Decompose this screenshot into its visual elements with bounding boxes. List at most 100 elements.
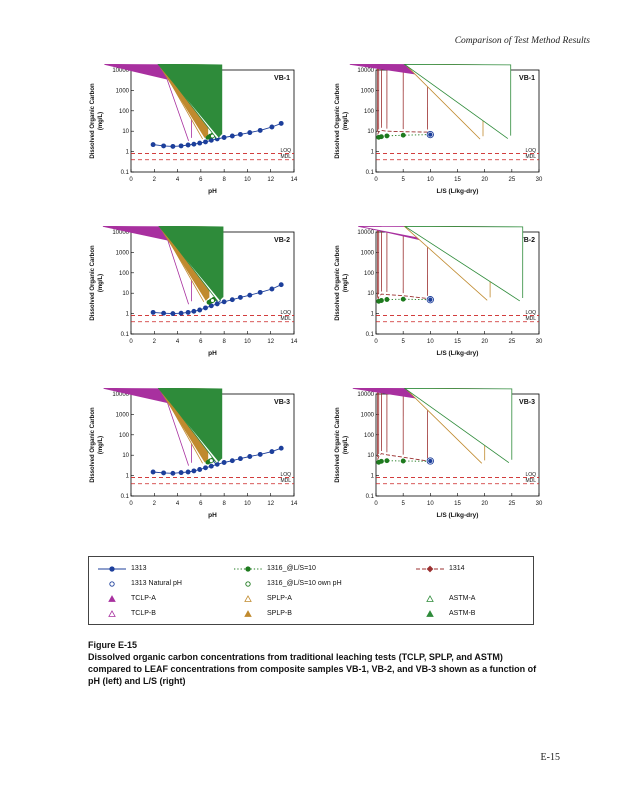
svg-text:14: 14 xyxy=(291,177,298,183)
svg-text:100: 100 xyxy=(119,433,130,439)
svg-text:6: 6 xyxy=(199,339,203,345)
legend-item-1313: 1313 xyxy=(97,562,229,575)
svg-text:1: 1 xyxy=(371,474,375,480)
svg-text:15: 15 xyxy=(454,501,461,507)
svg-text:0: 0 xyxy=(129,501,133,507)
svg-text:10000: 10000 xyxy=(112,392,129,398)
legend-marker-triangle-icon xyxy=(108,609,116,617)
figure-caption-block: Figure E-15 Dissolved organic carbon con… xyxy=(88,640,540,688)
svg-text:100: 100 xyxy=(119,271,130,277)
svg-text:LOQ: LOQ xyxy=(525,310,536,316)
svg-text:L/S (L/kg-dry): L/S (L/kg-dry) xyxy=(437,512,479,519)
svg-text:20: 20 xyxy=(481,339,488,345)
svg-text:10: 10 xyxy=(367,291,374,297)
legend-marker-triangle-icon xyxy=(108,594,116,602)
svg-text:LOQ: LOQ xyxy=(280,472,291,478)
svg-text:Dissolved Organic Carbon: Dissolved Organic Carbon xyxy=(335,407,341,483)
svg-text:(mg/L): (mg/L) xyxy=(98,436,104,454)
svg-text:10: 10 xyxy=(244,177,251,183)
chart-vb2-ls: 0 5 10 15 20 25 30 0.1 1 10 100 1000 10000 L/S (L/kg-… xyxy=(330,225,545,376)
svg-text:(mg/L): (mg/L) xyxy=(343,274,349,292)
svg-text:10: 10 xyxy=(122,453,129,459)
svg-text:5: 5 xyxy=(401,339,405,345)
legend-item-astm-a: ASTM-A xyxy=(415,592,519,605)
svg-text:1000: 1000 xyxy=(361,88,375,94)
svg-text:1000: 1000 xyxy=(116,250,130,256)
legend-label: ASTM-A xyxy=(449,595,476,602)
legend-marker-circle-icon xyxy=(98,565,126,572)
legend-item-splp-b: SPLP-B xyxy=(233,607,411,620)
svg-text:Dissolved Organic Carbon: Dissolved Organic Carbon xyxy=(90,245,96,321)
svg-text:MDL: MDL xyxy=(280,154,291,160)
chart-vb3-ls: 0 5 10 15 20 25 30 0.1 1 10 100 1000 10000 L/S (L/kg-… xyxy=(330,387,545,538)
svg-text:14: 14 xyxy=(291,501,298,507)
svg-text:100: 100 xyxy=(364,271,375,277)
svg-text:8: 8 xyxy=(222,501,226,507)
svg-text:LOQ: LOQ xyxy=(525,148,536,154)
svg-text:Dissolved Organic Carbon: Dissolved Organic Carbon xyxy=(335,245,341,321)
svg-text:0: 0 xyxy=(374,339,378,345)
svg-text:10: 10 xyxy=(244,501,251,507)
svg-text:10000: 10000 xyxy=(357,68,374,74)
legend-label: ASTM-B xyxy=(449,610,476,617)
svg-text:25: 25 xyxy=(508,339,515,345)
svg-text:30: 30 xyxy=(536,501,543,507)
svg-text:MDL: MDL xyxy=(525,154,536,160)
legend-label: 1316_@L/S=10 own pH xyxy=(267,580,342,587)
svg-text:MDL: MDL xyxy=(280,316,291,322)
svg-text:MDL: MDL xyxy=(525,478,536,484)
legend-marker-triangle-icon xyxy=(244,594,252,602)
chart-vb3-ph: 0 2 4 6 8 10 12 14 0.1 1 10 100 1000 10000 pH Dissolved… xyxy=(85,387,300,538)
svg-text:6: 6 xyxy=(199,177,203,183)
svg-text:10000: 10000 xyxy=(357,230,374,236)
svg-text:1: 1 xyxy=(126,312,130,318)
svg-text:5: 5 xyxy=(401,177,405,183)
svg-text:10: 10 xyxy=(427,177,434,183)
svg-text:100: 100 xyxy=(119,109,130,115)
svg-text:30: 30 xyxy=(536,339,543,345)
legend-marker-triangle-icon xyxy=(426,609,434,617)
svg-text:(mg/L): (mg/L) xyxy=(98,274,104,292)
svg-text:MDL: MDL xyxy=(525,316,536,322)
svg-text:VB-3: VB-3 xyxy=(274,399,290,406)
legend-marker-triangle-icon xyxy=(426,594,434,602)
svg-text:1: 1 xyxy=(371,312,375,318)
svg-text:1: 1 xyxy=(126,474,130,480)
svg-text:15: 15 xyxy=(454,339,461,345)
svg-text:Dissolved Organic Carbon: Dissolved Organic Carbon xyxy=(90,407,96,483)
svg-text:10: 10 xyxy=(427,339,434,345)
svg-text:0: 0 xyxy=(129,177,133,183)
svg-text:8: 8 xyxy=(222,177,226,183)
legend-label: 1313 Natural pH xyxy=(131,580,182,587)
legend-marker-triangle-icon xyxy=(244,609,252,617)
svg-text:10: 10 xyxy=(122,129,129,135)
figure-label: Figure E-15 xyxy=(88,640,138,650)
svg-text:0.1: 0.1 xyxy=(121,332,130,338)
legend-marker-circle-icon xyxy=(245,580,251,587)
svg-text:LOQ: LOQ xyxy=(280,310,291,316)
svg-text:10: 10 xyxy=(244,339,251,345)
svg-text:1: 1 xyxy=(371,150,375,156)
svg-text:pH: pH xyxy=(208,350,217,357)
legend-item-1316-l-s-10-own-ph: 1316_@L/S=10 own pH xyxy=(233,577,411,590)
legend-label: SPLP-B xyxy=(267,610,292,617)
running-header: Comparison of Test Method Results xyxy=(454,36,590,46)
svg-text:Dissolved Organic Carbon: Dissolved Organic Carbon xyxy=(335,83,341,159)
svg-text:1000: 1000 xyxy=(116,88,130,94)
legend-grid: 1313 1316_@L/S=10 1314 1313 Natural pH 1316_… xyxy=(97,562,525,620)
svg-text:2: 2 xyxy=(153,339,157,345)
svg-text:(mg/L): (mg/L) xyxy=(98,112,104,130)
svg-text:100: 100 xyxy=(364,433,375,439)
legend-marker-circle-icon xyxy=(234,565,262,572)
svg-text:VB-1: VB-1 xyxy=(274,75,290,82)
svg-text:20: 20 xyxy=(481,501,488,507)
svg-text:12: 12 xyxy=(267,501,274,507)
svg-text:12: 12 xyxy=(267,177,274,183)
svg-text:0.1: 0.1 xyxy=(366,170,375,176)
legend-label: 1313 xyxy=(131,565,147,572)
svg-text:VB-3: VB-3 xyxy=(519,399,535,406)
legend-label: 1314 xyxy=(449,565,465,572)
svg-text:1000: 1000 xyxy=(361,412,375,418)
svg-text:4: 4 xyxy=(176,339,180,345)
